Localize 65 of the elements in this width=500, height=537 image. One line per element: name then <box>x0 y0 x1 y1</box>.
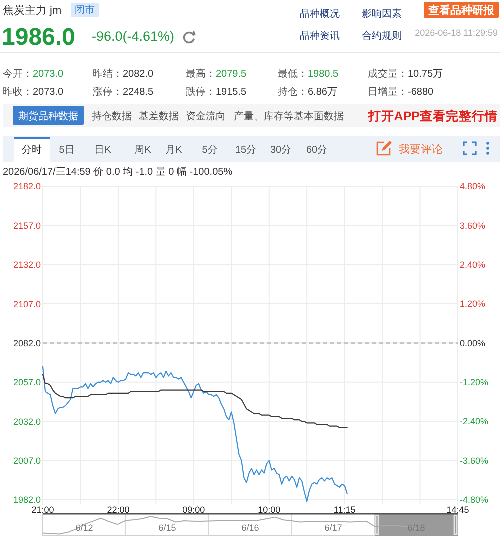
annotation: 影响因素 <box>362 9 402 20</box>
y-tick-label: 2107.0 <box>13 299 41 310</box>
annotation: 闭市 <box>71 3 99 17</box>
y-tick-label: 2057.0 <box>13 378 41 388</box>
annotation: 打开APP查看完整行情 <box>368 110 498 124</box>
y-tick-label: 2032.0 <box>13 416 41 427</box>
x-tick-label: 14:45 <box>446 505 470 515</box>
annotation: 期货品种数据 <box>13 106 84 125</box>
annotation: 跌停：1915.5 <box>186 87 247 98</box>
y-tick-label: 1982.0 <box>13 495 41 506</box>
y2-tick-label: 1.20% <box>460 299 486 310</box>
y2-tick-label: -2.40% <box>460 416 489 427</box>
annotation: -96.0(-4.61%) <box>92 29 175 44</box>
x-tick-label: 09:00 <box>182 505 206 515</box>
annotation: 月K <box>166 145 182 156</box>
annotation: 30分 <box>270 145 292 156</box>
annotation: 品种概况 <box>300 9 340 20</box>
annotation: 持仓：6.86万 <box>278 87 338 98</box>
annotation: 60分 <box>306 145 328 156</box>
x-tick-label: 10:00 <box>258 505 281 515</box>
annotation: 成交量：10.75万 <box>368 69 444 80</box>
annotation: 周K <box>134 145 152 156</box>
annotation: 昨结：2082.0 <box>93 69 154 80</box>
x-tick-label: 11:15 <box>334 505 356 515</box>
y2-tick-label: -4.80% <box>460 495 489 506</box>
annotation: 品种资讯 <box>300 31 340 42</box>
x-tick-label: 22:00 <box>107 505 130 515</box>
annotation: 我要评论 <box>399 144 443 156</box>
annotation: 资金流向 <box>186 112 226 122</box>
annotation: 日K <box>94 145 112 156</box>
y2-tick-label: 2.40% <box>460 260 486 270</box>
annotation: 查看品种研报 <box>424 2 499 18</box>
y2-tick-label: 3.60% <box>460 220 486 231</box>
annotation: 2026/06/17/三14:59 价 0.0 均 -1.0 量 0 幅 -100.05% <box>3 167 233 178</box>
y-tick-label: 2182.0 <box>13 182 41 192</box>
annotation: 2026-06-18 11:29:59 <box>415 28 498 38</box>
annotation: 分时 <box>14 137 50 162</box>
y-tick-label: 2157.0 <box>13 220 41 231</box>
chart-title: 焦炭主力 jm <box>3 4 62 17</box>
y-tick-label: 2132.0 <box>13 260 41 270</box>
annotation: 15分 <box>235 145 257 156</box>
y2-tick-label: -1.20% <box>460 378 489 388</box>
y2-tick-label: -3.60% <box>460 456 489 466</box>
annotation: 日增量：-6880 <box>368 87 434 98</box>
y2-tick-label: 0.00% <box>460 338 486 348</box>
annotation: 持仓数据 <box>92 112 132 122</box>
annotation: 昨收：2073.0 <box>3 87 64 98</box>
annotation: 今开：2073.0 <box>3 69 64 80</box>
annotation: 5分 <box>202 145 218 156</box>
y2-tick-label: 4.80% <box>460 182 486 192</box>
y-tick-label: 2007.0 <box>13 456 41 466</box>
annotation: 1986.0 <box>2 24 76 51</box>
x-tick-label: 6/17 <box>324 523 342 533</box>
annotation: 涨停：2248.5 <box>93 87 154 98</box>
annotation: 合约规则 <box>362 31 402 42</box>
annotation: 最低：1980.5 <box>278 69 339 80</box>
x-tick-label: 6/15 <box>158 523 176 533</box>
annotation: 基差数据 <box>139 112 179 122</box>
y-tick-label: 2082.0 <box>13 338 41 348</box>
x-tick-label: 6/12 <box>76 523 94 533</box>
x-tick-label: 21:00 <box>32 505 54 515</box>
annotation: 最高：2079.5 <box>186 69 247 80</box>
annotation: 产量、库存等基本面数据 <box>234 112 344 122</box>
x-tick-label: 6/16 <box>242 523 260 533</box>
annotation: 5日 <box>59 145 75 156</box>
